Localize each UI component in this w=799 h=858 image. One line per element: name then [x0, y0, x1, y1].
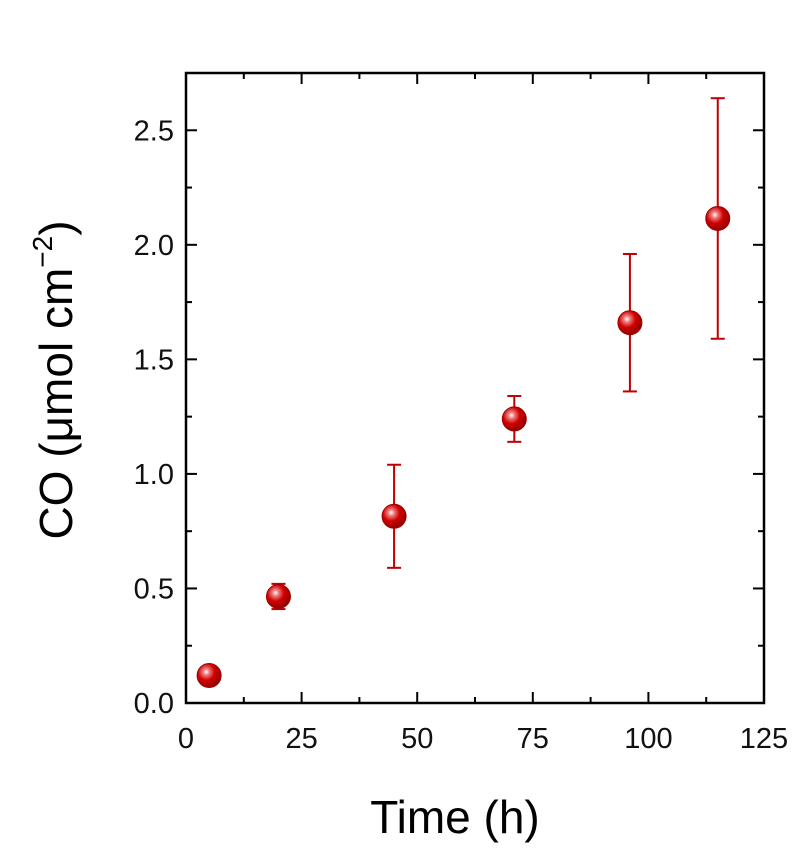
data-points — [196, 205, 731, 689]
data-point — [196, 663, 222, 689]
tick-labels: 0 25 50 75 100 125 0.0 0.5 1.0 1.5 2.0 2.5 — [134, 115, 789, 755]
data-point — [501, 406, 527, 432]
y-tick-label: 0.5 — [134, 573, 174, 605]
x-tick-label: 0 — [178, 723, 194, 755]
data-point — [617, 310, 643, 336]
x-tick-label: 50 — [401, 723, 433, 755]
data-point — [265, 583, 291, 609]
y-tick-label: 1.5 — [134, 344, 174, 376]
x-axis-title: Time (h) — [370, 791, 540, 843]
data-point — [381, 503, 407, 529]
y-tick-label: 2.5 — [134, 115, 174, 147]
y-axis-title: CO (μmol cm−2) — [27, 220, 82, 539]
x-tick-label: 125 — [740, 723, 788, 755]
y-axis-title-main: CO (μmol cm — [30, 268, 82, 540]
data-point — [705, 205, 731, 231]
y-tick-label: 2.0 — [134, 230, 174, 262]
y-tick-label: 0.0 — [134, 688, 174, 720]
x-tick-label: 100 — [624, 723, 672, 755]
y-axis-title-superscript: −2 — [27, 236, 58, 268]
y-axis-title-close: ) — [30, 220, 82, 235]
y-tick-label: 1.0 — [134, 459, 174, 491]
ticks — [185, 72, 765, 704]
x-tick-label: 75 — [517, 723, 549, 755]
x-tick-label: 25 — [285, 723, 317, 755]
